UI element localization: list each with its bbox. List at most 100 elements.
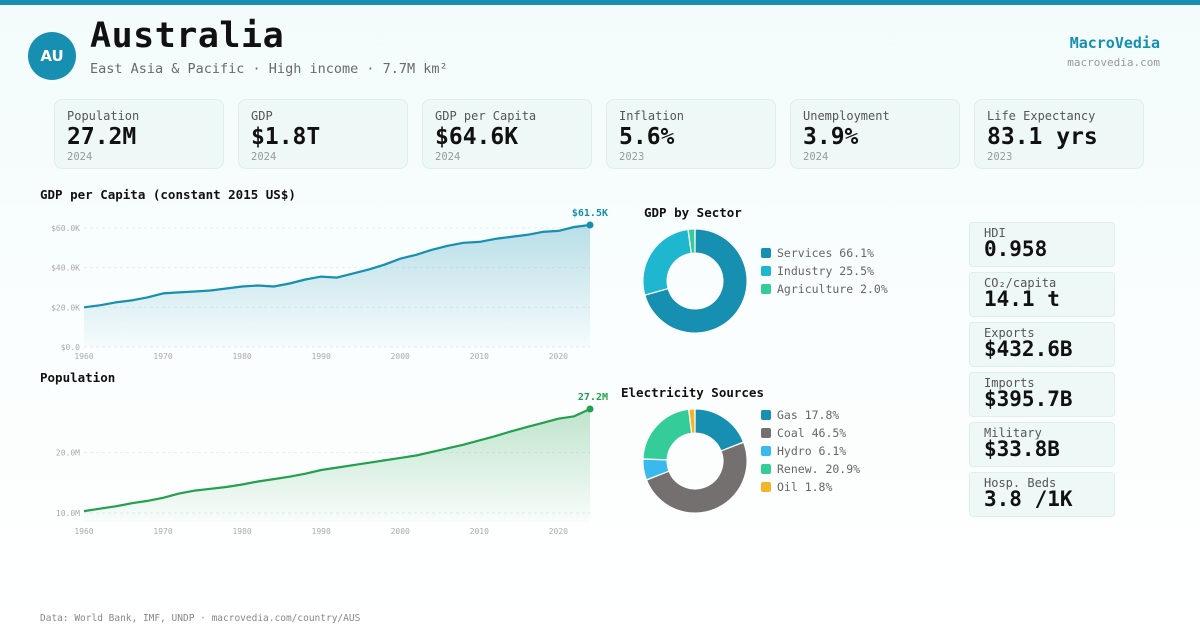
legend-swatch	[761, 446, 771, 456]
kpi-value: 5.6%	[619, 124, 675, 150]
kpi-label: Life Expectancy	[987, 109, 1096, 123]
legend-item: Gas 17.8%	[761, 406, 860, 424]
legend-item: Oil 1.8%	[761, 478, 860, 496]
brand-logo[interactable]: MacroVedia	[1069, 34, 1160, 52]
kpi-value: $64.6K	[435, 124, 519, 150]
kpi-year: 2024	[435, 151, 461, 163]
kpi-card-inflation: Inflation 5.6% 2023	[606, 99, 776, 169]
legend-swatch	[761, 428, 771, 438]
gdp-chart-title: GDP per Capita (constant 2015 US$)	[40, 187, 296, 202]
kpi-year: 2024	[251, 151, 277, 163]
legend-label: Industry 25.5%	[777, 264, 874, 278]
end-value-label: 27.2M	[578, 392, 608, 403]
top-accent-bar	[0, 0, 1200, 5]
legend-label: Agriculture 2.0%	[777, 282, 888, 296]
x-tick-label: 2020	[549, 527, 568, 536]
kpi-card-gdp: GDP $1.8T 2024	[238, 99, 408, 169]
stat-value: $395.7B	[984, 387, 1073, 411]
stat-label: Exports	[984, 326, 1035, 340]
legend-item: Hydro 6.1%	[761, 442, 860, 460]
legend-item: Renew. 20.9%	[761, 460, 860, 478]
y-tick-label: $20.0K	[51, 303, 80, 312]
x-tick-label: 2000	[391, 352, 410, 361]
brand-url[interactable]: macrovedia.com	[1067, 56, 1160, 69]
electricity-chart-title: Electricity Sources	[621, 385, 764, 400]
kpi-year: 2024	[803, 151, 829, 163]
legend-item: Industry 25.5%	[761, 262, 888, 280]
legend-swatch	[761, 284, 771, 294]
stat-value: 0.958	[984, 237, 1048, 261]
x-tick-label: 1990	[312, 352, 331, 361]
y-tick-label: $60.0K	[51, 224, 80, 233]
series-area	[84, 225, 590, 347]
kpi-label: GDP per Capita	[435, 109, 537, 123]
x-tick-label: 1970	[153, 527, 172, 536]
population-chart: 10.0M 20.0M 1960 1970 1980 1990 2000 2010 2020 27…	[56, 392, 608, 536]
donut-slice	[694, 408, 745, 452]
donut-slice	[642, 408, 693, 461]
stat-label: Imports	[984, 376, 1035, 390]
legend-swatch	[761, 482, 771, 492]
gdp-per-capita-chart: $0.0 $20.0K $40.0K $60.0K 1960 1970 1980 1990 20…	[51, 208, 608, 361]
end-point	[586, 405, 594, 413]
kpi-year: 2023	[619, 151, 645, 163]
electricity-sources-donut	[642, 408, 748, 514]
donut-slice	[687, 228, 696, 254]
legend-item: Coal 46.5%	[761, 424, 860, 442]
stat-value: $33.8B	[984, 437, 1060, 461]
x-tick-label: 2010	[470, 352, 489, 361]
legend-swatch	[761, 266, 771, 276]
kpi-value: $1.8T	[251, 124, 321, 150]
legend-label: Oil 1.8%	[777, 480, 833, 494]
legend-item: Services 66.1%	[761, 244, 888, 262]
stat-label: Hosp. Beds	[984, 476, 1057, 490]
kpi-card-life-expectancy: Life Expectancy 83.1 yrs 2023	[974, 99, 1144, 169]
series-line	[83, 408, 591, 513]
gdp-by-sector-donut	[642, 228, 748, 334]
country-code-avatar: AU	[28, 32, 76, 80]
stat-card-co2: CO₂/capita 14.1 t	[969, 272, 1115, 317]
legend-swatch	[761, 248, 771, 258]
stat-label: Military	[984, 426, 1042, 440]
x-tick-label: 1960	[74, 527, 93, 536]
x-tick-label: 1960	[74, 352, 93, 361]
kpi-value: 83.1 yrs	[987, 124, 1098, 150]
stat-card-military: Military $33.8B	[969, 422, 1115, 467]
kpi-year: 2023	[987, 151, 1013, 163]
series-area	[84, 409, 590, 522]
legend-label: Coal 46.5%	[777, 426, 847, 440]
legend-label: Gas 17.8%	[777, 408, 840, 422]
sector-legend: Services 66.1% Industry 25.5% Agriculture …	[761, 244, 888, 298]
stat-label: HDI	[984, 226, 1006, 240]
legend-label: Renew. 20.9%	[777, 462, 861, 476]
stat-value: 3.8 /1K	[984, 487, 1073, 511]
x-tick-label: 1980	[232, 352, 251, 361]
electricity-legend: Gas 17.8% Coal 46.5% Hydro 6.1% Renew. 20.9…	[761, 406, 860, 496]
country-subtitle: East Asia & Pacific · High income · 7.7M…	[90, 61, 448, 77]
x-tick-label: 2000	[391, 527, 410, 536]
x-tick-label: 1970	[153, 352, 172, 361]
footer-source: Data: World Bank, IMF, UNDP · macrovedia…	[40, 613, 361, 624]
donut-slice	[644, 228, 748, 334]
y-tick-label: $0.0	[61, 343, 80, 352]
kpi-card-population: Population 27.2M 2024	[54, 99, 224, 169]
legend-swatch	[761, 410, 771, 420]
x-tick-label: 1980	[232, 527, 251, 536]
donut-slice	[645, 441, 748, 514]
donut-slice	[688, 408, 696, 434]
kpi-card-unemployment: Unemployment 3.9% 2024	[790, 99, 960, 169]
stat-card-hospital-beds: Hosp. Beds 3.8 /1K	[969, 472, 1115, 517]
x-tick-label: 2020	[549, 352, 568, 361]
series-line	[83, 223, 591, 309]
kpi-value: 3.9%	[803, 124, 859, 150]
kpi-label: Population	[67, 109, 140, 123]
stat-card-imports: Imports $395.7B	[969, 372, 1115, 417]
stat-value: $432.6B	[984, 337, 1073, 361]
kpi-year: 2024	[67, 151, 93, 163]
kpi-label: Inflation	[619, 109, 685, 123]
legend-item: Agriculture 2.0%	[761, 280, 888, 298]
population-chart-title: Population	[40, 370, 116, 385]
stat-value: 14.1 t	[984, 287, 1060, 311]
kpi-card-gdp-per-capita: GDP per Capita $64.6K 2024	[422, 99, 592, 169]
end-value-label: $61.5K	[572, 208, 608, 219]
